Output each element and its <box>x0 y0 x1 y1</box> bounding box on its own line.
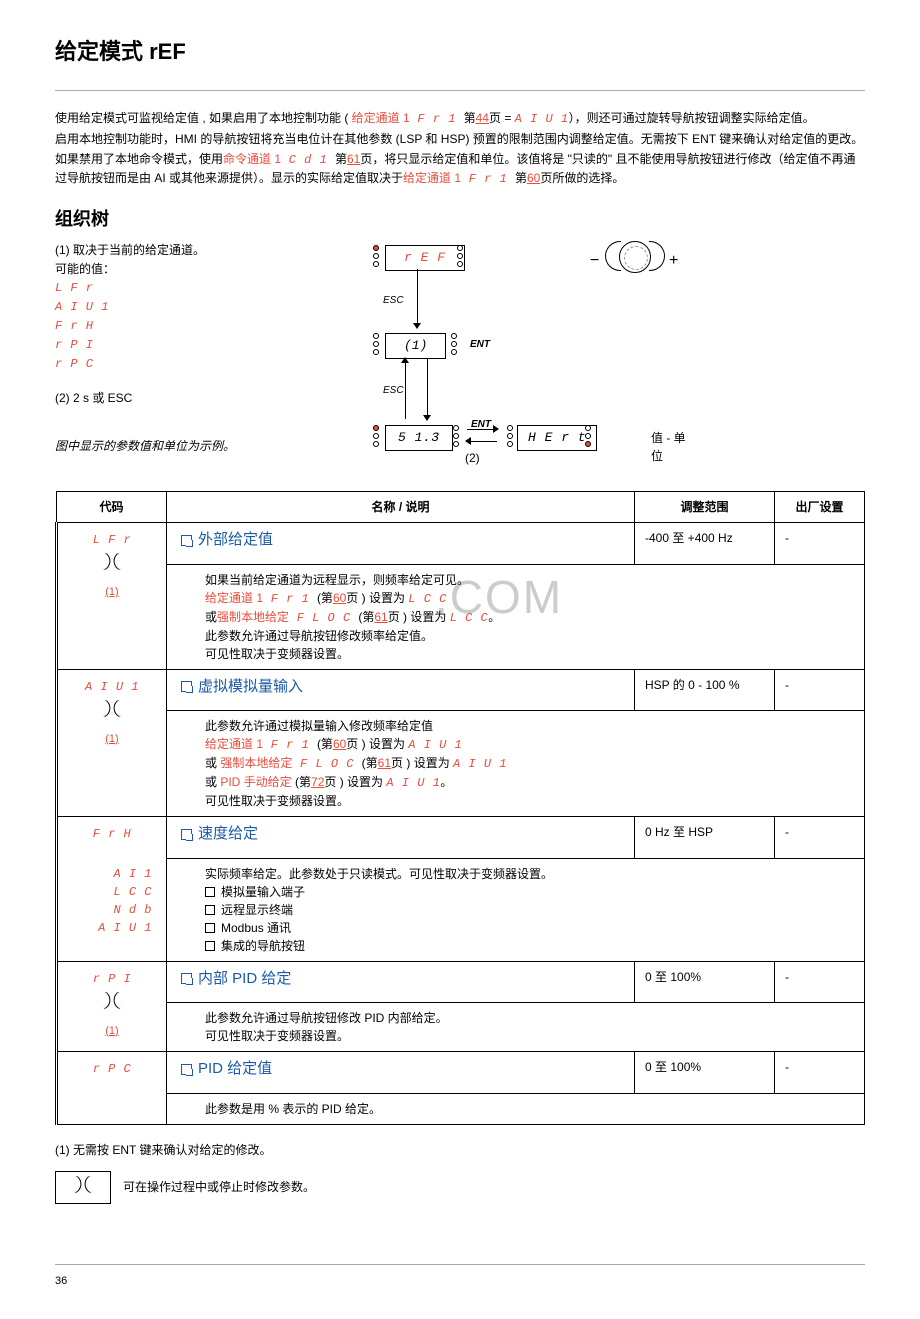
adjust-icon <box>101 702 123 716</box>
intro-p1: 使用给定模式可监视给定值 , 如果启用了本地控制功能 ( 给定通道 1 F r … <box>55 109 865 128</box>
checkbox-icon <box>205 941 215 951</box>
intro-p2: 启用本地控制功能时，HMI 的导航按钮将充当电位计在其他参数 (LSP 和 HS… <box>55 130 865 148</box>
footnote-link[interactable]: (1) <box>105 733 118 745</box>
table-desc-cell: 此参数允许通过导航按钮修改 PID 内部给定。可见性取决于变频器设置。 <box>167 1003 865 1052</box>
table-range-cell: 0 至 100% <box>635 1052 775 1094</box>
step-icon-box <box>55 1171 111 1204</box>
expand-icon <box>181 535 192 546</box>
page-link-61[interactable]: 61 <box>347 152 360 166</box>
table-range-cell: HSP 的 0 - 100 % <box>635 669 775 711</box>
link-ref-channel1[interactable]: 给定通道 1 <box>352 111 410 125</box>
table-desc-cell: 此参数允许通过模拟量输入修改频率给定值给定通道 1 F r 1 (第60页 ) … <box>167 711 865 817</box>
section-tree-title: 组织树 <box>55 206 865 233</box>
checkbox-icon <box>205 887 215 897</box>
checkbox-icon <box>205 923 215 933</box>
tree-val-0: L F r <box>55 279 325 297</box>
minus-label: − <box>590 249 599 273</box>
page-link[interactable]: 60 <box>333 737 346 751</box>
ent-label-1: ENT <box>470 337 490 352</box>
tree-val-1: A I U 1 <box>55 298 325 316</box>
page-link[interactable]: 72 <box>311 775 324 789</box>
link-ref-channel1b[interactable]: 给定通道 1 <box>403 171 461 185</box>
inline-link[interactable]: 强制本地给定 <box>220 756 292 770</box>
th-range: 调整范围 <box>635 492 775 523</box>
page-link[interactable]: 61 <box>374 610 387 624</box>
diagram-box-1: (1) <box>385 333 446 359</box>
table-code-cell: A I U 1(1) <box>57 669 167 817</box>
plus-label: + <box>669 249 678 273</box>
footnote-link[interactable]: (1) <box>105 586 118 598</box>
expand-icon <box>181 973 192 984</box>
expand-icon <box>181 681 192 692</box>
link-cmd-channel1[interactable]: 命令通道 1 <box>223 152 281 166</box>
table-factory-cell: - <box>775 523 865 565</box>
expand-icon <box>181 829 192 840</box>
tree-val-3: r P I <box>55 336 325 354</box>
th-factory: 出厂设置 <box>775 492 865 523</box>
table-factory-cell: - <box>775 961 865 1003</box>
table-factory-cell: - <box>775 1052 865 1094</box>
table-desc-cell: 此参数是用 % 表示的 PID 给定。 <box>167 1093 865 1124</box>
table-title-cell: 外部给定值 <box>167 523 635 565</box>
table-range-cell: 0 至 100% <box>635 961 775 1003</box>
table-title-cell: PID 给定值 <box>167 1052 635 1094</box>
nav-tree-diagram: r E F − + ESC (1) ENT ESC 5 1.3 <box>355 241 865 471</box>
footnote-2: 可在操作过程中或停止时修改参数。 <box>123 1178 315 1196</box>
diagram-two: (2) <box>465 449 480 467</box>
table-factory-cell: - <box>775 669 865 711</box>
footnote-link[interactable]: (1) <box>105 1025 118 1037</box>
intro-p3: 如果禁用了本地命令模式，使用命令通道 1 C d 1 第61页，将只显示给定值和… <box>55 150 865 188</box>
checkbox-icon <box>205 905 215 915</box>
table-code-cell: F r HA I 1L C CN d bA I U 1 <box>57 817 167 962</box>
adjust-icon <box>101 994 123 1008</box>
table-title-cell: 速度给定 <box>167 817 635 859</box>
table-range-cell: 0 Hz 至 HSP <box>635 817 775 859</box>
table-range-cell: -400 至 +400 Hz <box>635 523 775 565</box>
page-link-44[interactable]: 44 <box>476 111 489 125</box>
adjust-icon <box>72 1178 94 1192</box>
tree-example-note: 图中显示的参数值和单位为示例。 <box>55 437 325 455</box>
page-number: 36 <box>55 1264 865 1290</box>
intro-block: 使用给定模式可监视给定值 , 如果启用了本地控制功能 ( 给定通道 1 F r … <box>55 109 865 188</box>
ent-label-2: ENT <box>471 417 491 432</box>
parameter-table: 代码 名称 / 说明 调整范围 出厂设置 L F r(1)外部给定值-400 至… <box>55 491 865 1125</box>
table-code-cell: r P I(1) <box>57 961 167 1052</box>
th-name: 名称 / 说明 <box>167 492 635 523</box>
tree-val-4: r P C <box>55 355 325 373</box>
diagram-box-value: 5 1.3 <box>385 425 453 451</box>
dial-icon <box>619 241 651 273</box>
expand-icon <box>181 1064 192 1075</box>
table-code-cell: L F r(1) <box>57 523 167 670</box>
page-link[interactable]: 60 <box>333 591 346 605</box>
inline-link[interactable]: 强制本地给定 <box>217 610 289 624</box>
footnotes: (1) 无需按 ENT 键来确认对给定的修改。 可在操作过程中或停止时修改参数。 <box>55 1141 865 1204</box>
inline-link[interactable]: 给定通道 1 <box>205 591 263 605</box>
table-desc-cell: 实际频率给定。此参数处于只读模式。可见性取决于变频器设置。模拟量输入端子远程显示… <box>167 858 865 961</box>
unit-label: 值 - 单位 <box>651 429 695 465</box>
table-desc-cell: 如果当前给定通道为远程显示，则频率给定可见。给定通道 1 F r 1 (第60页… <box>167 564 865 669</box>
page-link[interactable]: 61 <box>378 756 391 770</box>
inline-link[interactable]: PID 手动给定 <box>220 775 295 789</box>
table-factory-cell: - <box>775 817 865 859</box>
inline-link[interactable]: 给定通道 1 <box>205 737 263 751</box>
esc-label-1: ESC <box>383 293 404 308</box>
table-title-cell: 虚拟模拟量输入 <box>167 669 635 711</box>
tree-legend: (1) 取决于当前的给定通道。 可能的值： L F r A I U 1 F r … <box>55 241 335 456</box>
adjust-icon <box>101 555 123 569</box>
th-code: 代码 <box>57 492 167 523</box>
esc-label-2: ESC <box>383 383 404 398</box>
divider <box>55 90 865 91</box>
footnote-1: (1) 无需按 ENT 键来确认对给定的修改。 <box>55 1141 865 1159</box>
tree-val-2: F r H <box>55 317 325 335</box>
page-title: 给定模式 rEF <box>55 35 865 68</box>
table-code-cell: r P C <box>57 1052 167 1125</box>
page-link-60[interactable]: 60 <box>527 171 540 185</box>
table-title-cell: 内部 PID 给定 <box>167 961 635 1003</box>
